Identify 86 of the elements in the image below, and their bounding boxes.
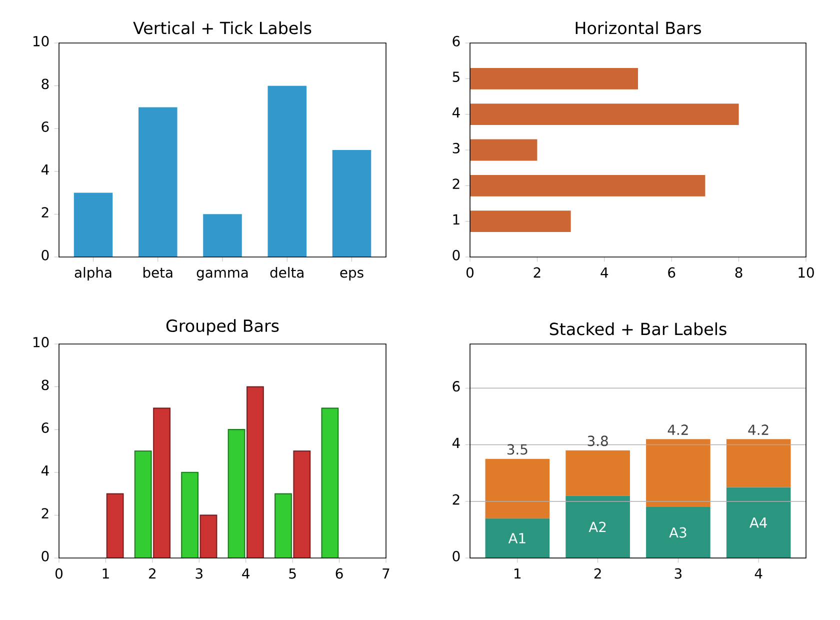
x-tick-label: 10 [798,267,814,278]
bar [332,150,372,257]
bar [646,439,710,508]
x-tick-label: 0 [466,267,474,278]
y-tick-label: 0 [452,550,460,562]
bar [200,514,218,558]
bar [470,139,538,161]
x-tick-label: 2 [594,568,601,579]
bar [138,107,178,257]
bar [153,408,170,558]
y-tick-label: 1 [453,214,460,225]
x-tick-label: 2 [149,568,156,579]
bar [470,174,706,196]
y-tick-label: 6 [452,36,460,46]
total-label: 3.5 [507,444,528,455]
bar [470,104,739,126]
y-tick-label: 4 [41,164,49,175]
x-tick-label: delta [270,267,304,278]
data-label: A2 [588,522,606,532]
y-tick-label: 10 [34,36,49,46]
x-tick-label: gamma [196,270,248,280]
bar [485,518,550,558]
x-tick-label: 6 [336,568,343,579]
bar [106,493,124,558]
x-tick-label: 1 [102,568,109,579]
chart-title: Stacked + Bar Labels [550,322,726,336]
bar [726,487,791,558]
x-tick-label: 5 [289,568,296,579]
bar [268,86,307,257]
x-tick-label: 1 [514,568,521,579]
y-tick-label: 2 [452,178,460,189]
data-label: A1 [508,533,526,544]
bar [566,496,630,558]
y-tick-label: 10 [34,336,49,348]
total-label: 3.8 [588,436,608,446]
y-tick-label: 0 [42,250,49,260]
x-tick-label: 8 [735,267,742,278]
bar [485,458,550,518]
bar [134,450,152,558]
y-tick-label: 5 [452,72,460,82]
chart-title: Horizontal Bars [576,21,701,34]
chart-title: Vertical + Tick Labels [133,21,312,34]
x-tick-label: alpha [74,267,112,280]
x-tick-label: eps [340,270,364,280]
x-tick-label: 6 [668,267,676,278]
y-tick-label: 4 [452,107,460,118]
y-tick-label: 0 [42,550,49,562]
x-tick-label: 2 [534,267,540,278]
x-tick-label: 3 [674,568,682,579]
bar [321,408,339,558]
y-tick-label: 3 [452,142,460,154]
bar [470,68,638,90]
y-tick-label: 2 [452,494,460,505]
y-tick-label: 2 [42,207,48,218]
chart-title: Grouped Bars [166,319,279,336]
bar [646,507,710,558]
x-tick-label: 4 [754,568,762,579]
bar [246,386,264,558]
y-tick-label: 6 [42,122,49,132]
y-tick-label: 0 [452,250,460,260]
bar [726,439,791,488]
bar [470,210,571,232]
x-tick-label: 4 [242,568,250,579]
y-tick-label: 8 [42,380,49,390]
y-tick-label: 6 [452,381,460,392]
bar [181,472,199,558]
data-label: A3 [669,527,686,538]
bar [293,450,311,558]
y-tick-label: 4 [41,465,49,476]
x-tick-label: 3 [196,568,202,579]
y-tick-label: 2 [42,508,48,518]
y-tick-label: 4 [452,438,460,448]
x-tick-label: 0 [56,568,62,579]
bar [74,192,113,257]
x-tick-label: 7 [382,568,390,579]
x-tick-label: beta [144,267,172,278]
y-tick-label: 8 [42,78,49,90]
x-tick-label: 4 [600,267,608,278]
bar [228,429,246,558]
bar [274,493,292,558]
total-label: 4.2 [748,424,768,435]
bar [203,214,242,257]
total-label: 4.2 [668,424,688,435]
bar [566,450,630,496]
data-label: A4 [750,518,767,528]
y-tick-label: 6 [42,422,49,433]
